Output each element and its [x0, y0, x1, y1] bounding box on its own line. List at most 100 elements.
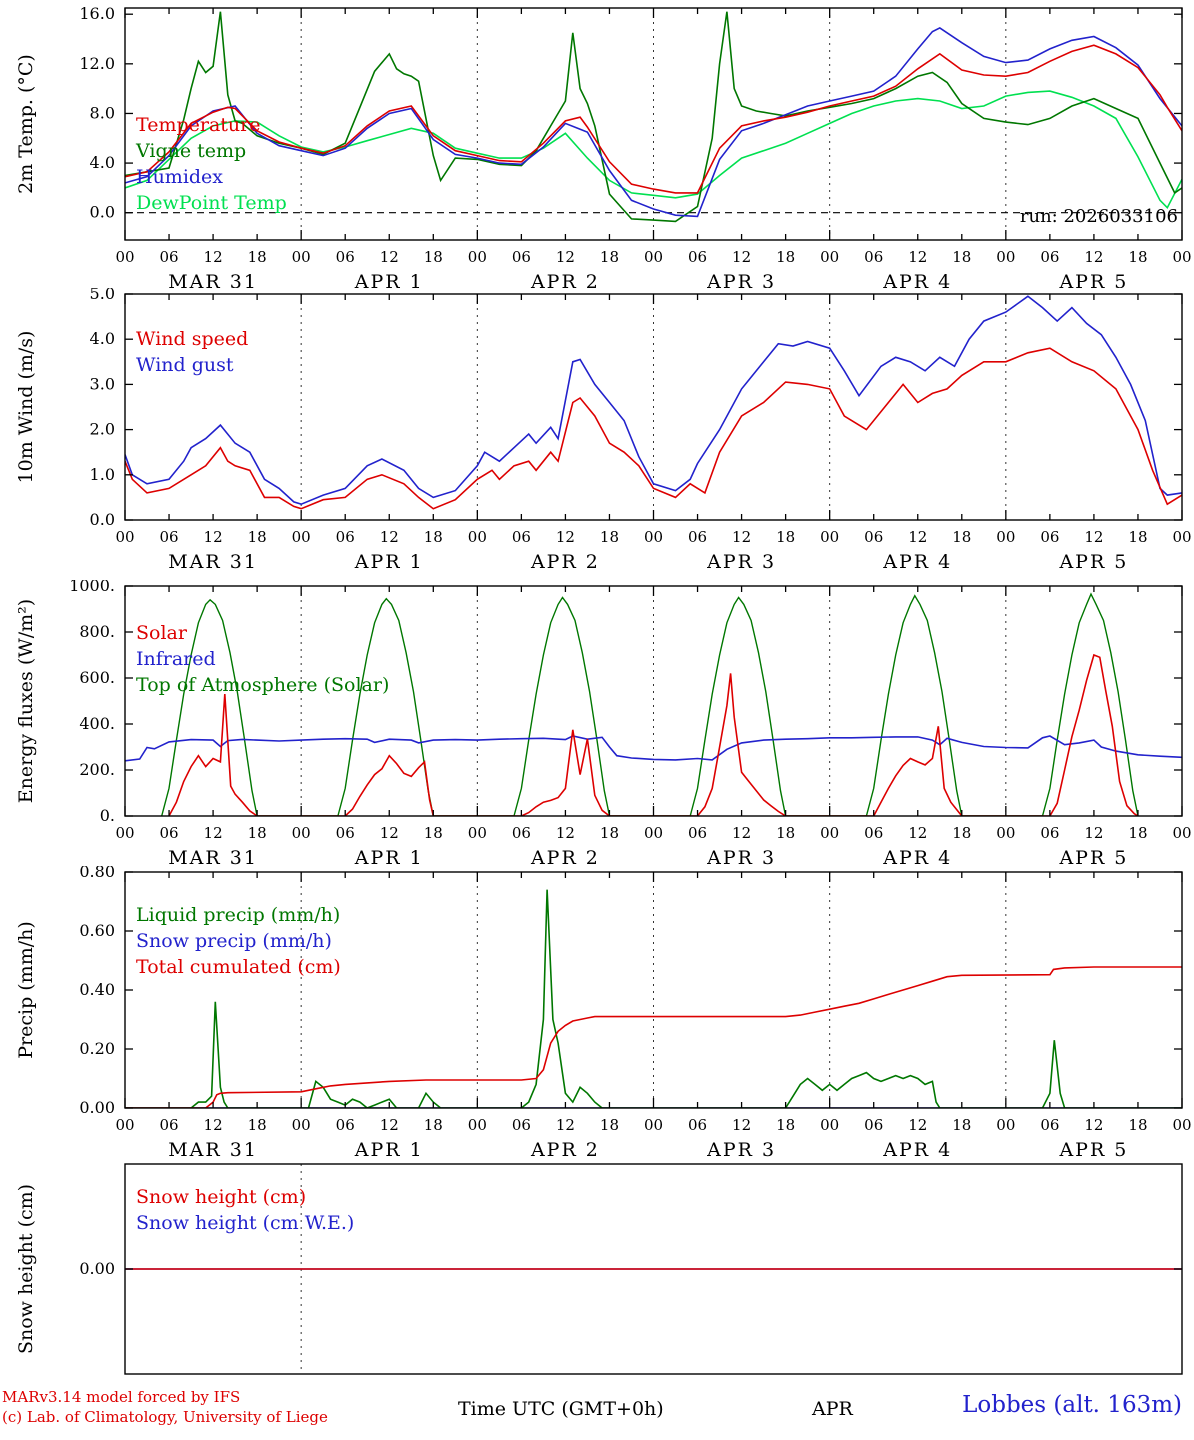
svg-text:16.0: 16.0	[79, 4, 115, 23]
snow-height-y-axis-title: Snow height (cm)	[15, 1183, 37, 1355]
svg-text:06: 06	[512, 1116, 531, 1134]
svg-text:06: 06	[512, 824, 531, 842]
svg-text:12: 12	[1084, 528, 1103, 546]
legend-item-dewpoint-temp: DewPoint Temp	[136, 192, 287, 214]
svg-text:18: 18	[952, 1116, 971, 1134]
legend-item-liquid-precip: Liquid precip (mm/h)	[136, 904, 341, 926]
svg-text:18: 18	[424, 824, 443, 842]
svg-text:12: 12	[1084, 248, 1103, 266]
svg-text:MAR 31: MAR 31	[168, 551, 258, 573]
precip-legend: Liquid precip (mm/h) Snow precip (mm/h) …	[136, 902, 341, 980]
svg-text:12: 12	[908, 248, 927, 266]
svg-text:18: 18	[424, 248, 443, 266]
svg-text:18: 18	[952, 824, 971, 842]
svg-text:18: 18	[248, 248, 267, 266]
svg-text:18: 18	[600, 1116, 619, 1134]
svg-text:00: 00	[996, 824, 1015, 842]
svg-text:00: 00	[292, 824, 311, 842]
svg-text:18: 18	[1128, 824, 1147, 842]
svg-text:18: 18	[600, 824, 619, 842]
svg-text:APR 2: APR 2	[530, 551, 600, 573]
svg-text:12: 12	[556, 1116, 575, 1134]
svg-text:0.40: 0.40	[79, 980, 115, 999]
svg-text:APR 4: APR 4	[882, 551, 952, 573]
svg-text:200.: 200.	[79, 760, 115, 779]
svg-text:06: 06	[336, 824, 355, 842]
svg-text:18: 18	[600, 248, 619, 266]
svg-text:00: 00	[1172, 248, 1191, 266]
svg-text:06: 06	[336, 528, 355, 546]
svg-text:00: 00	[820, 1116, 839, 1134]
svg-text:00: 00	[292, 1116, 311, 1134]
svg-text:18: 18	[1128, 1116, 1147, 1134]
model-run-annotation: run: 2026033106	[1019, 206, 1178, 227]
svg-text:06: 06	[512, 248, 531, 266]
station-label: Lobbes (alt. 163m)	[962, 1392, 1182, 1418]
svg-text:00: 00	[115, 248, 134, 266]
snow-height-legend: Snow height (cm) Snow height (cm W.E.)	[136, 1184, 354, 1236]
svg-text:06: 06	[159, 528, 178, 546]
legend-item-total-cumulated: Total cumulated (cm)	[136, 956, 341, 978]
svg-text:18: 18	[248, 528, 267, 546]
svg-text:12: 12	[380, 824, 399, 842]
model-credit-line1: MARv3.14 model forced by IFS	[2, 1388, 241, 1406]
legend-item-snow-height-we: Snow height (cm W.E.)	[136, 1212, 355, 1234]
svg-text:0.00: 0.00	[79, 1259, 115, 1278]
svg-text:00: 00	[644, 248, 663, 266]
model-credit-line2: (c) Lab. of Climatology, University of L…	[2, 1407, 328, 1426]
svg-text:18: 18	[952, 248, 971, 266]
svg-text:5.0: 5.0	[90, 288, 115, 303]
svg-text:06: 06	[688, 248, 707, 266]
svg-text:APR 3: APR 3	[706, 551, 776, 573]
svg-text:00: 00	[996, 1116, 1015, 1134]
svg-text:06: 06	[864, 1116, 883, 1134]
svg-text:APR 4: APR 4	[882, 271, 952, 288]
svg-text:00: 00	[820, 528, 839, 546]
legend-item-snow-height: Snow height (cm)	[136, 1186, 307, 1208]
snow-height-panel: Snow height (cm) Snow height (cm) Snow h…	[0, 1160, 1194, 1378]
svg-text:12.0: 12.0	[79, 54, 115, 73]
energy-flux-y-axis-title: Energy fluxes (W/m²)	[15, 598, 37, 804]
svg-text:00: 00	[468, 824, 487, 842]
svg-text:12: 12	[204, 1116, 223, 1134]
svg-text:APR 2: APR 2	[530, 847, 600, 866]
svg-text:1.0: 1.0	[90, 465, 115, 484]
wind-y-axis-title: 10m Wind (m/s)	[15, 330, 37, 484]
svg-text:06: 06	[688, 824, 707, 842]
svg-text:APR 3: APR 3	[706, 1139, 776, 1160]
svg-text:APR 1: APR 1	[354, 847, 424, 866]
svg-text:18: 18	[776, 1116, 795, 1134]
svg-text:APR 5: APR 5	[1058, 551, 1128, 573]
svg-text:3.0: 3.0	[90, 374, 115, 393]
legend-item-infrared: Infrared	[136, 648, 216, 670]
svg-text:06: 06	[336, 248, 355, 266]
svg-text:00: 00	[1172, 528, 1191, 546]
svg-text:06: 06	[1040, 528, 1059, 546]
wind-legend: Wind speed Wind gust	[136, 326, 248, 378]
temperature-panel: 2m Temp. (°C) Temperature Vigne temp Hum…	[0, 0, 1194, 288]
svg-text:4.0: 4.0	[90, 329, 115, 348]
svg-text:00: 00	[996, 248, 1015, 266]
svg-text:12: 12	[380, 248, 399, 266]
energy-flux-panel: Energy fluxes (W/m²) Solar Infrared Top …	[0, 580, 1194, 866]
legend-item-humidex: Humidex	[136, 166, 224, 188]
svg-text:12: 12	[732, 248, 751, 266]
svg-text:0.0: 0.0	[90, 510, 115, 529]
svg-text:APR 5: APR 5	[1058, 1139, 1128, 1160]
svg-text:APR 3: APR 3	[706, 271, 776, 288]
svg-text:0.60: 0.60	[79, 921, 115, 940]
svg-text:APR 2: APR 2	[530, 1139, 600, 1160]
svg-text:00: 00	[644, 528, 663, 546]
svg-text:06: 06	[159, 824, 178, 842]
svg-text:12: 12	[556, 248, 575, 266]
svg-text:0.80: 0.80	[79, 866, 115, 881]
svg-text:MAR 31: MAR 31	[168, 847, 258, 866]
svg-text:0.0: 0.0	[90, 203, 115, 222]
svg-text:18: 18	[776, 528, 795, 546]
wind-panel: 10m Wind (m/s) Wind speed Wind gust 0.0 1…	[0, 288, 1194, 580]
svg-text:800.: 800.	[79, 622, 115, 641]
svg-text:00: 00	[292, 528, 311, 546]
legend-item-wind-speed: Wind speed	[136, 328, 249, 350]
svg-text:06: 06	[159, 248, 178, 266]
svg-text:2.0: 2.0	[90, 420, 115, 439]
